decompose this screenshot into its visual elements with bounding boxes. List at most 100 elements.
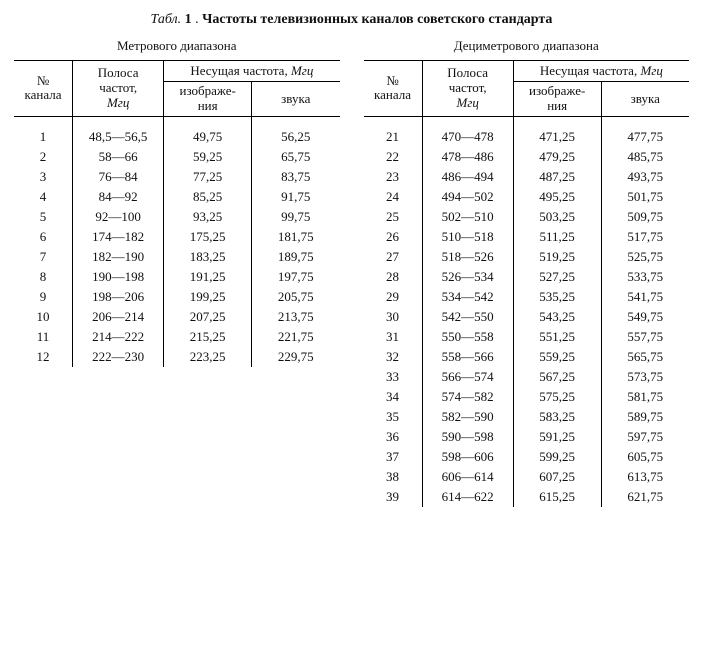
cell-video: 49,75 xyxy=(164,127,252,147)
cell-audio: 597,75 xyxy=(601,427,689,447)
cell-video: 215,25 xyxy=(164,327,252,347)
table-row: 592—10093,2599,75 xyxy=(14,207,340,227)
table-row: 37598—606599,25605,75 xyxy=(364,447,690,467)
uhf-range-title: Дециметрового диапазона xyxy=(364,38,690,54)
cell-channel-no: 2 xyxy=(14,147,73,167)
table-row: 28526—534527,25533,75 xyxy=(364,267,690,287)
table-row: 29534—542535,25541,75 xyxy=(364,287,690,307)
cell-band: 510—518 xyxy=(422,227,513,247)
cell-video: 59,25 xyxy=(164,147,252,167)
cell-band: 590—598 xyxy=(422,427,513,447)
table-row: 32558—566559,25565,75 xyxy=(364,347,690,367)
cell-video: 543,25 xyxy=(513,307,601,327)
cell-band: 550—558 xyxy=(422,327,513,347)
cell-channel-no: 24 xyxy=(364,187,423,207)
cell-channel-no: 9 xyxy=(14,287,73,307)
table-row: 258—6659,2565,75 xyxy=(14,147,340,167)
caption-dot: . xyxy=(195,12,199,27)
cell-channel-no: 25 xyxy=(364,207,423,227)
cell-audio: 621,75 xyxy=(601,487,689,507)
cell-band: 614—622 xyxy=(422,487,513,507)
cell-audio: 229,75 xyxy=(252,347,340,367)
cell-band: 76—84 xyxy=(73,167,164,187)
cell-video: 479,25 xyxy=(513,147,601,167)
cell-audio: 517,75 xyxy=(601,227,689,247)
cell-channel-no: 30 xyxy=(364,307,423,327)
table-row: 6174—182175,25181,75 xyxy=(14,227,340,247)
cell-video: 599,25 xyxy=(513,447,601,467)
cell-channel-no: 34 xyxy=(364,387,423,407)
cell-channel-no: 32 xyxy=(364,347,423,367)
cell-band: 518—526 xyxy=(422,247,513,267)
table-row: 11214—222215,25221,75 xyxy=(14,327,340,347)
uhf-table: № канала Полоса частот, Мгц Несущая част… xyxy=(364,60,690,507)
cell-video: 583,25 xyxy=(513,407,601,427)
cell-audio: 589,75 xyxy=(601,407,689,427)
cell-band: 222—230 xyxy=(73,347,164,367)
cell-audio: 573,75 xyxy=(601,367,689,387)
cell-audio: 533,75 xyxy=(601,267,689,287)
cell-video: 207,25 xyxy=(164,307,252,327)
cell-audio: 56,25 xyxy=(252,127,340,147)
cell-channel-no: 31 xyxy=(364,327,423,347)
cell-channel-no: 8 xyxy=(14,267,73,287)
cell-video: 85,25 xyxy=(164,187,252,207)
cell-audio: 213,75 xyxy=(252,307,340,327)
cell-audio: 525,75 xyxy=(601,247,689,267)
cell-channel-no: 26 xyxy=(364,227,423,247)
col-band: Полоса частот, Мгц xyxy=(422,61,513,117)
cell-video: 615,25 xyxy=(513,487,601,507)
cell-channel-no: 27 xyxy=(364,247,423,267)
cell-channel-no: 33 xyxy=(364,367,423,387)
cell-audio: 501,75 xyxy=(601,187,689,207)
cell-band: 502—510 xyxy=(422,207,513,227)
cell-channel-no: 39 xyxy=(364,487,423,507)
table-row: 39614—622615,25621,75 xyxy=(364,487,690,507)
cell-channel-no: 22 xyxy=(364,147,423,167)
table-row: 9198—206199,25205,75 xyxy=(14,287,340,307)
cell-video: 591,25 xyxy=(513,427,601,447)
table-row: 22478—486479,25485,75 xyxy=(364,147,690,167)
cell-band: 198—206 xyxy=(73,287,164,307)
cell-video: 199,25 xyxy=(164,287,252,307)
cell-video: 93,25 xyxy=(164,207,252,227)
vhf-block: Метрового диапазона № канала Полоса част… xyxy=(14,38,340,367)
cell-audio: 581,75 xyxy=(601,387,689,407)
table-row: 21470—478471,25477,75 xyxy=(364,127,690,147)
table-row: 35582—590583,25589,75 xyxy=(364,407,690,427)
cell-video: 77,25 xyxy=(164,167,252,187)
cell-band: 574—582 xyxy=(422,387,513,407)
cell-band: 494—502 xyxy=(422,187,513,207)
cell-video: 519,25 xyxy=(513,247,601,267)
table-row: 27518—526519,25525,75 xyxy=(364,247,690,267)
table-row: 376—8477,2583,75 xyxy=(14,167,340,187)
cell-band: 558—566 xyxy=(422,347,513,367)
cell-channel-no: 12 xyxy=(14,347,73,367)
table-row: 7182—190183,25189,75 xyxy=(14,247,340,267)
cell-audio: 549,75 xyxy=(601,307,689,327)
cell-audio: 83,75 xyxy=(252,167,340,187)
cell-band: 214—222 xyxy=(73,327,164,347)
cell-band: 534—542 xyxy=(422,287,513,307)
col-channel-no: № канала xyxy=(364,61,423,117)
cell-audio: 197,75 xyxy=(252,267,340,287)
cell-channel-no: 38 xyxy=(364,467,423,487)
cell-video: 191,25 xyxy=(164,267,252,287)
cell-audio: 181,75 xyxy=(252,227,340,247)
table-caption: Табл. 1 . Частоты телевизионных каналов … xyxy=(14,12,689,28)
cell-audio: 557,75 xyxy=(601,327,689,347)
cell-audio: 541,75 xyxy=(601,287,689,307)
cell-video: 183,25 xyxy=(164,247,252,267)
cell-channel-no: 3 xyxy=(14,167,73,187)
cell-audio: 477,75 xyxy=(601,127,689,147)
cell-audio: 221,75 xyxy=(252,327,340,347)
col-audio: звука xyxy=(601,82,689,117)
cell-band: 48,5—56,5 xyxy=(73,127,164,147)
table-row: 34574—582575,25581,75 xyxy=(364,387,690,407)
table-row: 484—9285,2591,75 xyxy=(14,187,340,207)
cell-video: 503,25 xyxy=(513,207,601,227)
cell-channel-no: 28 xyxy=(364,267,423,287)
cell-audio: 493,75 xyxy=(601,167,689,187)
vhf-table: № канала Полоса частот, Мгц Несущая част… xyxy=(14,60,340,367)
cell-channel-no: 6 xyxy=(14,227,73,247)
